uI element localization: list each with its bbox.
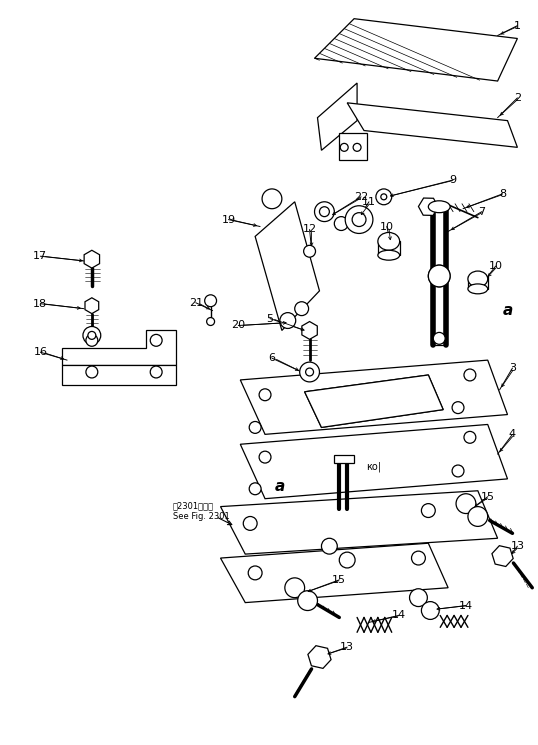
- Circle shape: [468, 507, 488, 527]
- Circle shape: [412, 551, 426, 565]
- Circle shape: [315, 202, 334, 221]
- Text: 1: 1: [514, 21, 521, 31]
- Circle shape: [280, 313, 296, 329]
- Circle shape: [321, 539, 337, 554]
- Circle shape: [339, 552, 355, 568]
- Text: See Fig. 2301: See Fig. 2301: [173, 512, 230, 521]
- Text: a: a: [275, 479, 285, 494]
- Text: 12: 12: [302, 224, 317, 235]
- Text: 14: 14: [392, 610, 406, 621]
- Bar: [334, 455, 354, 463]
- Ellipse shape: [378, 250, 400, 260]
- Circle shape: [259, 389, 271, 401]
- Circle shape: [150, 366, 162, 378]
- Polygon shape: [221, 543, 448, 603]
- Circle shape: [452, 402, 464, 413]
- Polygon shape: [315, 19, 518, 81]
- Circle shape: [381, 194, 387, 200]
- Circle shape: [259, 451, 271, 463]
- Text: 13: 13: [511, 541, 525, 551]
- Circle shape: [86, 366, 98, 378]
- Circle shape: [88, 332, 96, 339]
- Circle shape: [295, 302, 309, 316]
- Circle shape: [83, 326, 101, 344]
- Circle shape: [207, 317, 215, 326]
- Text: a: a: [502, 303, 513, 318]
- Circle shape: [340, 143, 348, 151]
- Text: 3: 3: [509, 363, 516, 373]
- Ellipse shape: [468, 284, 488, 294]
- Text: 11: 11: [362, 197, 376, 207]
- Text: ко|: ко|: [366, 462, 381, 472]
- Circle shape: [464, 431, 476, 443]
- Circle shape: [86, 335, 98, 346]
- Text: 14: 14: [459, 600, 473, 611]
- Circle shape: [320, 206, 329, 217]
- Circle shape: [376, 189, 392, 205]
- Circle shape: [248, 566, 262, 580]
- Circle shape: [464, 369, 476, 381]
- Ellipse shape: [468, 271, 488, 287]
- Circle shape: [243, 516, 257, 530]
- Text: 9: 9: [450, 175, 457, 185]
- Text: 10: 10: [380, 221, 394, 232]
- Polygon shape: [255, 202, 320, 331]
- Text: 15: 15: [332, 575, 346, 585]
- Circle shape: [262, 189, 282, 209]
- Text: 2: 2: [514, 93, 521, 103]
- Text: 15: 15: [481, 492, 495, 501]
- Ellipse shape: [428, 201, 450, 212]
- Polygon shape: [240, 425, 507, 498]
- Circle shape: [249, 483, 261, 495]
- Text: 8: 8: [499, 189, 506, 199]
- Circle shape: [303, 245, 315, 257]
- Polygon shape: [305, 375, 443, 428]
- Text: 19: 19: [221, 215, 236, 224]
- Polygon shape: [240, 360, 507, 434]
- Text: 10: 10: [489, 261, 502, 271]
- Polygon shape: [62, 365, 176, 385]
- Circle shape: [421, 602, 439, 619]
- Circle shape: [150, 335, 162, 346]
- Circle shape: [285, 578, 305, 597]
- Circle shape: [204, 295, 217, 307]
- Circle shape: [298, 591, 317, 610]
- Circle shape: [428, 265, 450, 287]
- Circle shape: [421, 504, 435, 518]
- Polygon shape: [305, 375, 443, 428]
- Circle shape: [249, 422, 261, 434]
- Circle shape: [334, 217, 348, 230]
- Circle shape: [452, 465, 464, 477]
- Polygon shape: [317, 83, 357, 150]
- Text: 22: 22: [354, 191, 368, 202]
- Ellipse shape: [428, 265, 450, 287]
- Circle shape: [306, 368, 314, 376]
- Text: 6: 6: [268, 353, 275, 363]
- Circle shape: [300, 362, 320, 382]
- Polygon shape: [347, 103, 518, 148]
- Ellipse shape: [378, 232, 400, 250]
- Circle shape: [409, 589, 427, 606]
- Text: 18: 18: [33, 299, 47, 308]
- Bar: [339, 133, 367, 160]
- Text: 4: 4: [509, 429, 516, 440]
- Text: 16: 16: [33, 347, 47, 357]
- Polygon shape: [221, 491, 498, 554]
- Text: 第2301図参照: 第2301図参照: [173, 501, 214, 510]
- Circle shape: [352, 212, 366, 226]
- Circle shape: [433, 332, 445, 344]
- Text: 21: 21: [189, 298, 203, 308]
- Text: 7: 7: [478, 206, 485, 217]
- Text: 17: 17: [33, 251, 47, 261]
- Circle shape: [353, 143, 361, 151]
- Circle shape: [456, 494, 476, 513]
- Text: 5: 5: [266, 314, 273, 323]
- Polygon shape: [62, 331, 176, 365]
- Circle shape: [345, 206, 373, 233]
- Text: 13: 13: [340, 642, 354, 652]
- Text: 20: 20: [231, 320, 245, 331]
